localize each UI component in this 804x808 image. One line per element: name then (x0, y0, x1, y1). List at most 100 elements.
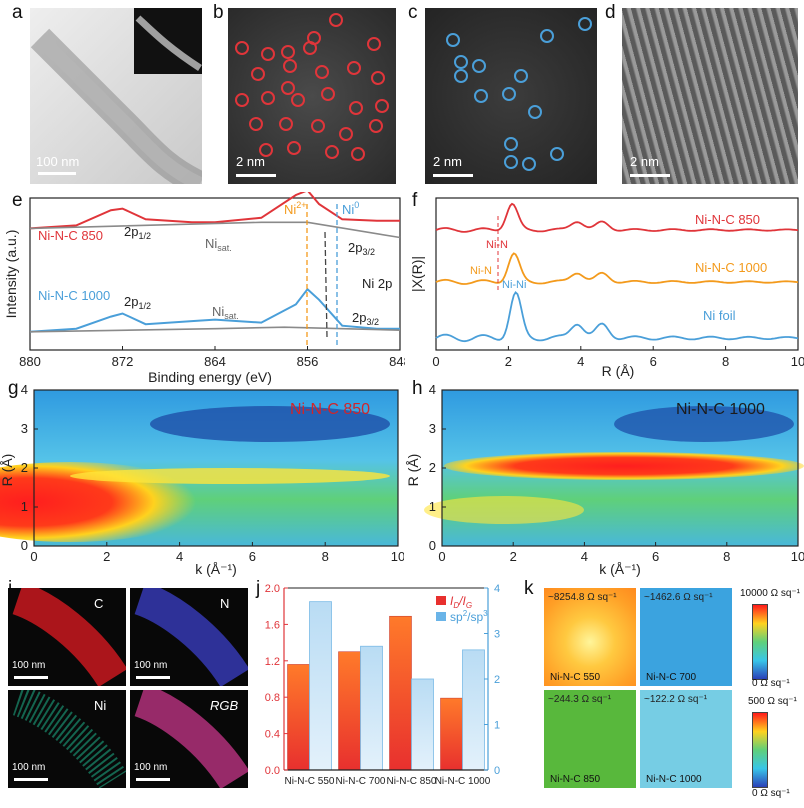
background-line-850 (29, 221, 401, 239)
y-axis-label: R (Å) (0, 454, 15, 487)
resistance-map-1000: ~122.2 Ω sq⁻¹ Ni-N-C 1000 (640, 690, 732, 788)
atom-marker (540, 29, 554, 43)
y-tick-label: 0 (21, 538, 28, 553)
plot-title: Ni-N-C 1000 (676, 401, 765, 418)
atom-marker (351, 147, 365, 161)
atom-marker (369, 119, 383, 133)
x-tick-label: 6 (650, 354, 657, 369)
colorbar-top (752, 604, 768, 680)
y-tick-label-right: 2 (494, 674, 500, 686)
scale-bar (14, 676, 48, 679)
atom-marker (371, 71, 385, 85)
atom-marker (235, 93, 249, 107)
map-name: Ni-N-C 850 (550, 774, 601, 785)
series-line-ni-n-c-850 (29, 192, 400, 230)
atom-marker (325, 145, 339, 159)
scale-bar (38, 172, 76, 175)
panel-letter-a: a (12, 2, 23, 23)
x-tick-label: 8 (722, 354, 729, 369)
bar-id-ig (389, 615, 412, 771)
y-tick-label: 3 (21, 421, 28, 436)
legend-label-id-ig: ID/IG (450, 594, 472, 610)
contour-lobe (424, 496, 584, 524)
haadf-image-c: 2 nm (425, 8, 597, 184)
atom-marker (578, 17, 592, 31)
series-label-foil: Ni foil (703, 308, 736, 323)
category-label: Ni-N-C 550 (284, 776, 334, 787)
panel-letter-f: f (412, 190, 418, 211)
x-tick-label: 0 (438, 549, 445, 564)
series-line-ni-n-c-1000 (29, 287, 400, 333)
atom-marker (261, 91, 275, 105)
atom-marker (504, 155, 518, 169)
y-tick-label-right: 0 (494, 765, 500, 777)
x-tick-label: 4 (176, 549, 183, 564)
atom-marker (281, 81, 295, 95)
resistance-map-850: ~244.3 Ω sq⁻¹ Ni-N-C 850 (544, 690, 636, 788)
scale-bar-label: 100 nm (12, 762, 46, 773)
legend-swatch-id-ig (436, 596, 446, 605)
x-axis-label: R (Å) (602, 363, 635, 379)
legend-swatch-sp2-sp3 (436, 612, 446, 621)
y-tick-label-left: 0.0 (265, 765, 280, 777)
y-tick-label-right: 1 (494, 720, 500, 732)
atom-marker (329, 13, 343, 27)
x-tick-label: 872 (112, 354, 134, 369)
atom-marker (347, 61, 361, 75)
panel-letter-j: j (256, 578, 261, 599)
x-axis-label: k (Å⁻¹) (195, 561, 237, 577)
nisat-label-bottom: Nisat. (212, 304, 239, 321)
scale-bar (433, 174, 473, 177)
scale-bar (136, 676, 170, 679)
colorbar-top-max: 10000 Ω sq⁻¹ (740, 588, 801, 599)
hrtem-image-d: 2 nm (622, 8, 798, 184)
category-label: Ni-N-C 850 (386, 776, 436, 787)
panel-letter-c: c (408, 2, 418, 23)
y-tick-label: 3 (429, 421, 436, 436)
exafs-chart: 0 2 4 6 8 10 Ni-N-C 850 Ni-N-C 1000 Ni foil N… (409, 197, 804, 379)
series-line-ni-n-c-850 (435, 202, 799, 233)
colorbar-bottom (752, 712, 768, 788)
panel-letter-d: d (605, 2, 616, 23)
x-tick-label: 8 (322, 549, 329, 564)
bar-sp2-sp3 (462, 649, 485, 771)
x-tick-label: 8 (723, 549, 730, 564)
atom-marker (287, 141, 301, 155)
wavelet-chart-850: 0 2 4 6 8 10 0 1 2 3 4 Ni-N-C 850 k (Å⁻¹) R (Å) (0, 384, 404, 577)
haadf-image-b: 2 nm (228, 8, 396, 184)
resistance-map-550: ~8254.8 Ω sq⁻¹ Ni-N-C 550 (544, 588, 636, 686)
map-value: ~1462.6 Ω sq⁻¹ (644, 592, 713, 603)
resistance-map-700: ~1462.6 Ω sq⁻¹ Ni-N-C 700 (640, 588, 732, 686)
plot-title: Ni-N-C 850 (290, 401, 370, 418)
bar-sp2-sp3 (360, 645, 383, 771)
map-value: ~122.2 Ω sq⁻¹ (644, 694, 708, 705)
atom-marker (375, 99, 389, 113)
map-name: Ni-N-C 700 (646, 672, 697, 683)
atom-marker (283, 59, 297, 73)
series-line-ni-foil (435, 291, 799, 343)
xps-chart: 880 872 864 856 848 Ni-N-C 850 Ni-N-C 1000 2… (3, 192, 405, 385)
y-tick-label: 2 (21, 460, 28, 475)
ni-ni-label: Ni-Ni (502, 279, 526, 291)
atom-marker (522, 157, 536, 171)
atom-marker (472, 59, 486, 73)
ni2plus-label: Ni2+ (284, 200, 307, 217)
y-tick-label-left: 0.8 (265, 692, 280, 704)
nisat-label-top: Nisat. (205, 236, 232, 253)
x-tick-label: 848 (389, 354, 405, 369)
map-name: Ni-N-C 1000 (646, 774, 702, 785)
y-axis-label: Intensity (a.u.) (3, 230, 19, 319)
atom-marker (311, 119, 325, 133)
contour-hotspot (444, 452, 804, 480)
atom-marker (367, 37, 381, 51)
atom-marker (251, 67, 265, 81)
background-line-1000 (29, 326, 401, 333)
ni-n-label-mid: Ni-N (470, 265, 492, 277)
peak-label-2p32-bottom: 2p3/2 (352, 310, 379, 327)
x-tick-label: 4 (581, 549, 588, 564)
y-tick-label-left: 1.6 (265, 619, 280, 631)
series-label-850: Ni-N-C 850 (38, 228, 103, 243)
atom-marker (454, 55, 468, 69)
x-tick-label: 880 (19, 354, 41, 369)
map-value: ~8254.8 Ω sq⁻¹ (548, 592, 617, 603)
